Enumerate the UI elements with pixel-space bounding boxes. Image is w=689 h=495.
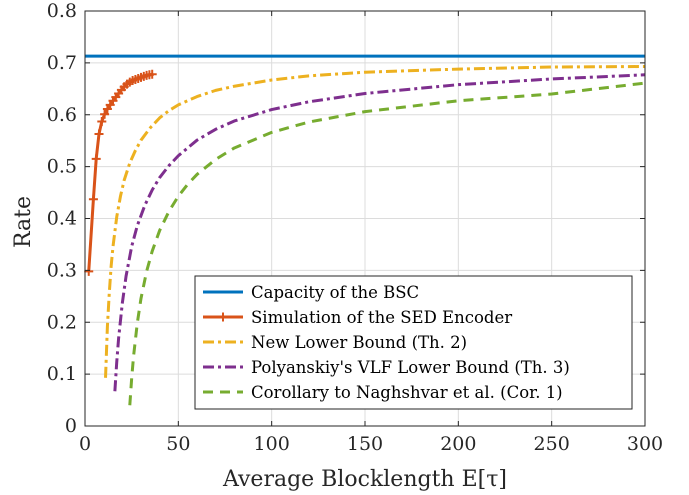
plot-area: 0 50 100 150 200 250 300 0 0.1 0.2 0.3 0.4 0.5 0.6 0.7… (47, 0, 663, 455)
x-tick-label: 100 (254, 433, 290, 455)
series-point-1 (100, 109, 110, 119)
series-point-1 (94, 129, 104, 139)
y-tick-label: 0.1 (47, 363, 77, 385)
legend-marker-1 (218, 312, 228, 322)
x-tick-label: 300 (627, 433, 663, 455)
legend: Capacity of the BSC Simulation of the SED… (194, 275, 633, 410)
series-point-1 (88, 194, 98, 204)
series-line-4 (128, 81, 646, 406)
series-line-2 (104, 65, 646, 378)
x-tick-label: 200 (440, 433, 476, 455)
x-tick-label: 150 (347, 433, 383, 455)
legend-label-1: Simulation of the SED Encoder (251, 308, 512, 327)
y-tick-label: 0.3 (47, 259, 77, 281)
legend-label-3: Polyanskiy's VLF Lower Bound (Th. 3) (251, 358, 570, 377)
series-point-1 (147, 69, 157, 79)
series-point-1 (84, 266, 94, 276)
legend-label-4: Corollary to Naghshvar et al. (Cor. 1) (251, 383, 563, 402)
x-tick-label: 250 (534, 433, 570, 455)
legend-label-2: New Lower Bound (Th. 2) (251, 333, 467, 352)
series-line-3 (113, 73, 646, 392)
y-axis-label: Rate (11, 196, 36, 248)
y-tick-label: 0.7 (47, 52, 77, 74)
y-tick-label: 0.6 (47, 104, 77, 126)
y-tick-label: 0 (65, 415, 77, 437)
x-axis-label: Average Blocklength E[τ] (222, 467, 507, 492)
x-tick-label: 50 (166, 433, 190, 455)
legend-label-0: Capacity of the BSC (251, 283, 419, 302)
series-point-1 (97, 116, 107, 126)
y-tick-label: 0.8 (47, 0, 77, 22)
series-point-1 (91, 154, 101, 164)
y-tick-label: 0.5 (47, 156, 77, 178)
y-tick-label: 0.2 (47, 311, 77, 333)
y-tick-label: 0.4 (47, 208, 77, 230)
legend-box (194, 275, 633, 410)
x-tick-label: 0 (79, 433, 91, 455)
